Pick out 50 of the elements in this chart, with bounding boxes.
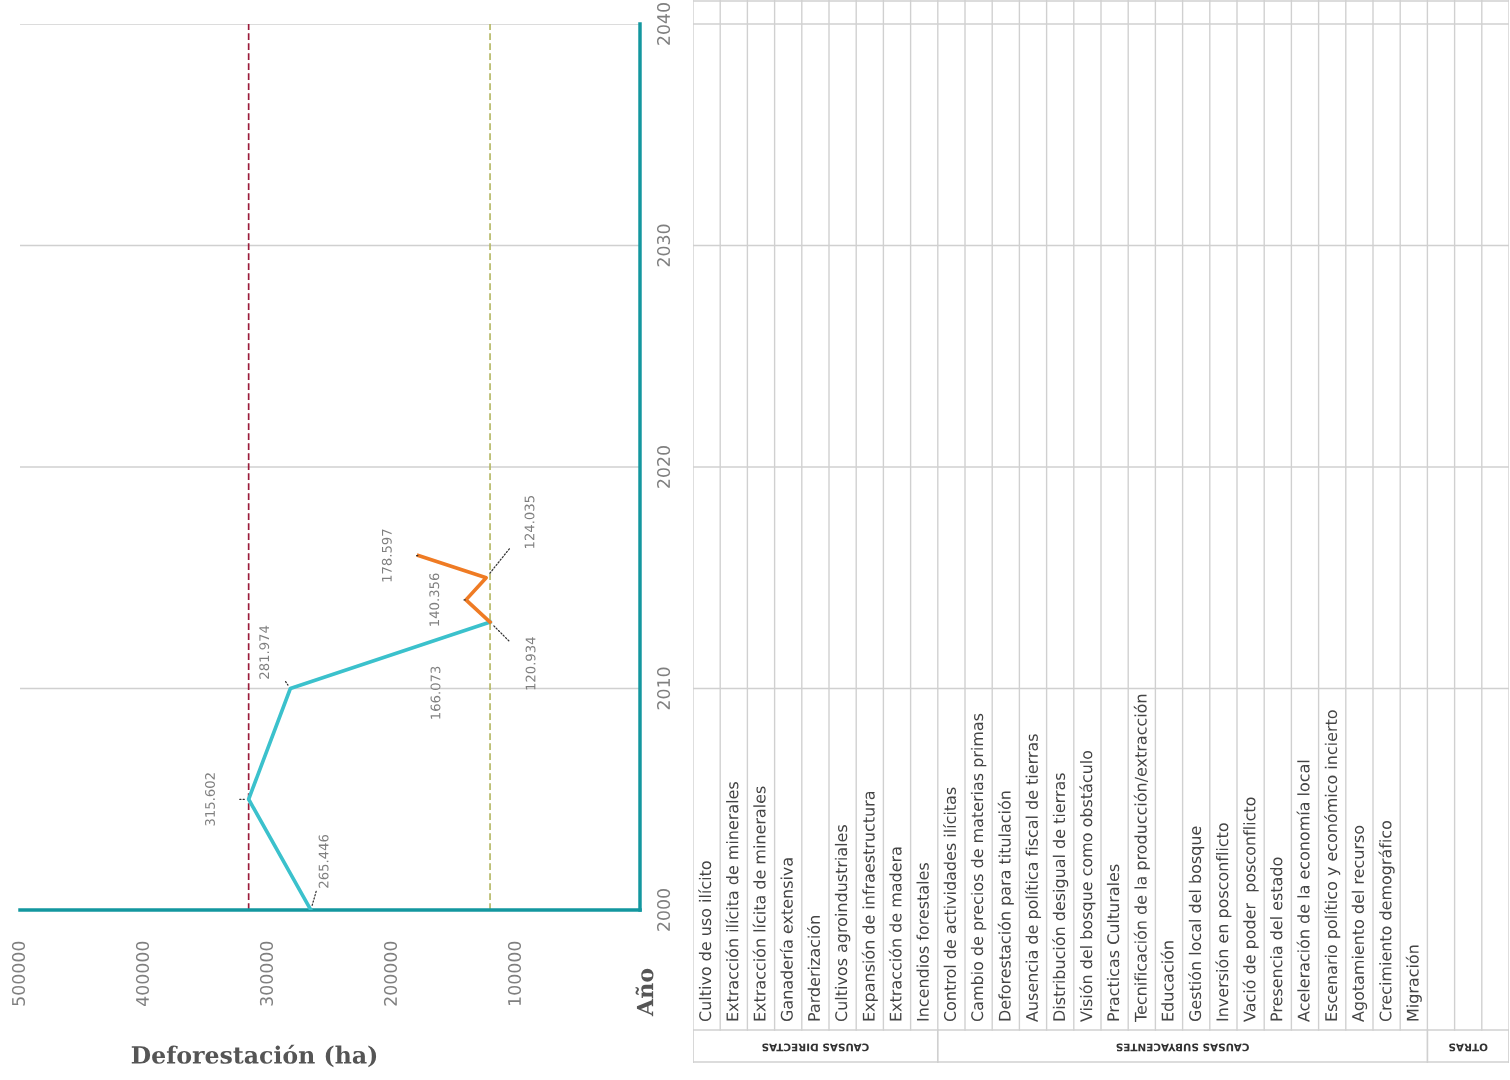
text: CAUSAS DIRECTAS: [762, 1043, 869, 1052]
data-label: 265.446: [318, 834, 329, 888]
y-tick-label: 2000: [656, 889, 671, 931]
category-label: Ausencia de política fiscal de tierras: [1024, 734, 1042, 1022]
category-label: Gestión local del bosque: [1188, 826, 1205, 1022]
category-label: Crecimiento demográfico: [1378, 821, 1395, 1022]
y-axis-title: Año: [635, 968, 654, 1017]
text: OTRAS: [1449, 1043, 1488, 1052]
category-label: Aceleración de la economía local: [1296, 760, 1310, 1022]
x-tick-label: 500000: [11, 941, 26, 1006]
category-label: Cultivo de uso ilícito: [698, 861, 712, 1022]
category-label: Extracción ilícita de minerales: [725, 782, 739, 1021]
category-label: Tecnificación de la producción/extracción: [1133, 694, 1150, 1023]
category-label: Visión del bosque como obstáculo: [1079, 750, 1096, 1022]
category-label: Parderización: [807, 916, 821, 1021]
y-tick-label: 2040: [656, 3, 671, 45]
annotation: 166.073: [430, 666, 441, 719]
data-label: 315.602: [205, 773, 215, 826]
category-label: Expansión de infraestructura: [861, 791, 878, 1021]
category-label: Educación: [1160, 941, 1174, 1021]
category-label: Escenario político y económico incierto: [1324, 710, 1341, 1021]
category-label: Cambio de precios de materias primas: [970, 713, 987, 1022]
y-tick-label: 2020: [656, 446, 671, 488]
data-label: 178.597: [381, 529, 392, 582]
data-label: 120.934: [525, 637, 536, 690]
x-tick-label: 400000: [135, 941, 150, 1006]
text: CAUSAS SUBYACENTES: [1116, 1043, 1249, 1052]
x-tick-label: 200000: [383, 941, 398, 1006]
x-tick-label: 100000: [507, 941, 522, 1005]
category-label: Ganadería extensiva: [779, 858, 793, 1022]
category-label: Presencia del estado: [1270, 857, 1283, 1021]
category-label: Distribución desigual de tierras: [1052, 773, 1069, 1021]
y-tick-label: 2010: [656, 667, 671, 710]
data-label: 281.974: [259, 625, 270, 679]
category-label: Inversión en posconflicto: [1215, 823, 1232, 1021]
category-label: Cultivos agroindustriales: [834, 825, 851, 1022]
category-label: Extracción lícita de minerales: [752, 786, 766, 1021]
category-label: Practicas Culturales: [1106, 864, 1120, 1021]
data-label: 140.356: [429, 573, 440, 626]
category-label: Incendios forestales: [916, 863, 929, 1021]
x-tick-label: 300000: [259, 941, 274, 1006]
category-label: Extracción de madera: [888, 847, 902, 1021]
x-axis-title: Deforestación (ha): [131, 1044, 377, 1068]
category-label: Migración: [1405, 945, 1422, 1021]
y-tick-label: 2030: [656, 224, 671, 267]
data-label: 124.035: [524, 496, 535, 549]
category-label: Control de actividades ilícitas: [943, 787, 957, 1022]
category-label: Vació de poder posconflicto: [1242, 797, 1259, 1022]
category-label: Deforestación para titulación: [997, 791, 1014, 1021]
category-label: Agotamiento del recurso: [1351, 825, 1368, 1022]
